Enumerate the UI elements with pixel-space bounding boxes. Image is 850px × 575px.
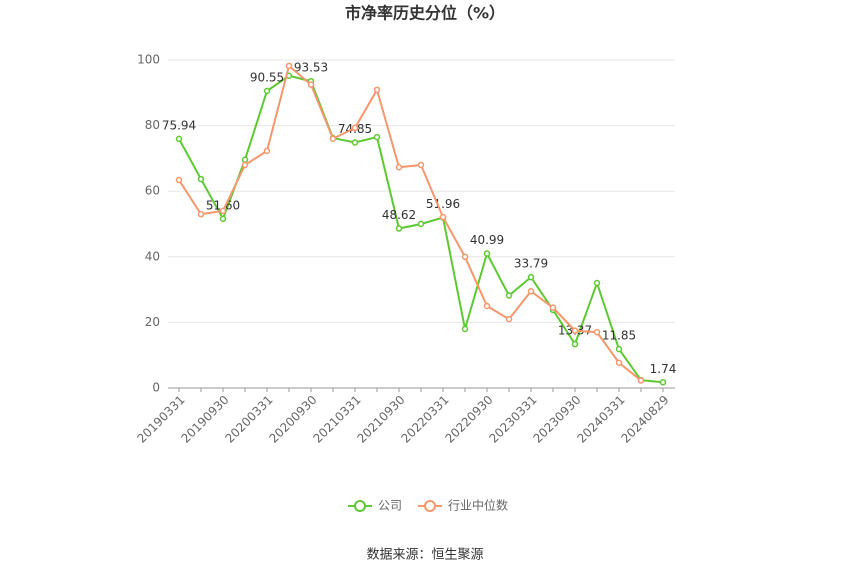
chart-title: 市净率历史分位（%） bbox=[345, 4, 505, 23]
y-tick-label: 40 bbox=[145, 249, 160, 263]
data-point bbox=[285, 62, 293, 70]
data-point bbox=[527, 287, 535, 295]
data-point bbox=[175, 135, 183, 143]
data-point bbox=[571, 340, 579, 348]
data-point bbox=[527, 273, 535, 281]
data-point bbox=[615, 359, 623, 366]
data-point bbox=[571, 327, 579, 334]
data-point bbox=[241, 161, 249, 169]
data-point bbox=[175, 176, 183, 184]
data-label: 51.96 bbox=[426, 197, 460, 211]
data-point bbox=[197, 175, 205, 183]
data-point bbox=[241, 156, 249, 163]
data-point bbox=[461, 325, 469, 333]
data-label: 93.53 bbox=[294, 61, 328, 75]
series-line bbox=[178, 64, 642, 382]
y-tick-label: 20 bbox=[145, 315, 160, 329]
data-point bbox=[505, 315, 513, 323]
data-label: 75.94 bbox=[162, 118, 196, 132]
data-label: 40.99 bbox=[470, 233, 504, 247]
data-point bbox=[659, 379, 667, 386]
source: 数据来源：恒生聚源 bbox=[366, 548, 483, 563]
data-point bbox=[351, 139, 359, 146]
legend-label: 行业中位数 bbox=[448, 498, 508, 513]
data-label: 33.79 bbox=[514, 257, 548, 271]
data-label: 11.85 bbox=[602, 329, 636, 343]
data-point bbox=[263, 87, 271, 95]
data-point bbox=[373, 133, 381, 141]
data-point bbox=[505, 292, 513, 299]
data-point bbox=[615, 345, 623, 353]
data-point bbox=[395, 225, 403, 232]
data-label: 1.74 bbox=[650, 362, 677, 376]
y-tick-label: 60 bbox=[145, 184, 160, 198]
legend-marker bbox=[424, 500, 437, 512]
data-point bbox=[461, 253, 469, 261]
data-point bbox=[593, 328, 601, 336]
data-point bbox=[351, 124, 359, 132]
data-point bbox=[197, 210, 205, 218]
legend-marker bbox=[354, 500, 366, 512]
data-label: 48.62 bbox=[382, 208, 416, 222]
data-point bbox=[417, 220, 425, 228]
data-point bbox=[549, 304, 557, 311]
data-point bbox=[219, 207, 227, 215]
y-tick-label: 100 bbox=[137, 53, 160, 67]
data-point bbox=[263, 147, 271, 155]
data-point bbox=[395, 164, 403, 171]
data-point bbox=[373, 86, 381, 94]
data-point bbox=[329, 135, 337, 142]
data-point bbox=[637, 377, 645, 384]
data-point bbox=[593, 279, 601, 287]
data-point bbox=[483, 302, 491, 310]
y-tick-label: 0 bbox=[152, 381, 160, 395]
data-label: 90.55 bbox=[250, 70, 284, 84]
data-point bbox=[439, 213, 447, 221]
y-tick-label: 80 bbox=[145, 118, 160, 132]
legend-label: 公司 bbox=[378, 499, 402, 513]
data-label: 51.60 bbox=[206, 198, 240, 212]
data-point bbox=[219, 215, 227, 223]
x-tick-label: 20240829 bbox=[619, 393, 672, 446]
data-point bbox=[307, 81, 315, 88]
data-point bbox=[483, 250, 491, 257]
data-point bbox=[417, 161, 425, 169]
